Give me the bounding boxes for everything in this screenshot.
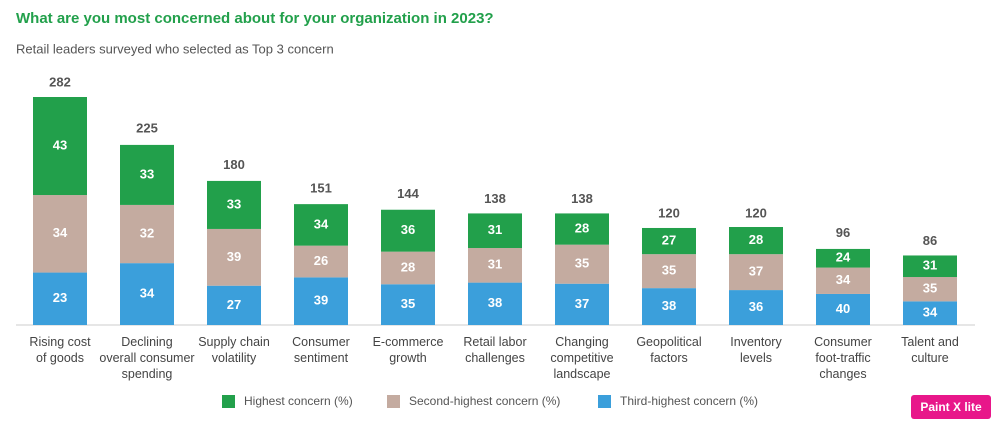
bar-segment bbox=[294, 277, 348, 325]
segment-label: 28 bbox=[749, 232, 763, 247]
bar-segment bbox=[642, 227, 696, 255]
segment-label: 28 bbox=[401, 259, 415, 274]
bar-segment bbox=[294, 245, 348, 278]
x-tick-label: Consumer foot-traffic changes bbox=[814, 335, 872, 381]
legend-label: Third-highest concern (%) bbox=[620, 394, 758, 408]
segment-label: 32 bbox=[140, 225, 154, 240]
bar-segment bbox=[294, 204, 348, 246]
bar-segment bbox=[468, 248, 522, 283]
segment-label: 27 bbox=[662, 233, 676, 248]
bar-segment bbox=[555, 244, 609, 284]
bar-segment bbox=[207, 180, 261, 229]
x-tick-label: Changing competitive landscape bbox=[550, 335, 614, 381]
segment-label: 26 bbox=[314, 253, 328, 268]
bar-segment bbox=[33, 272, 87, 325]
segment-label: 31 bbox=[488, 222, 502, 237]
total-label: 96 bbox=[836, 225, 850, 240]
segment-label: 40 bbox=[836, 301, 850, 316]
total-label: 151 bbox=[310, 180, 332, 195]
segment-label: 33 bbox=[140, 166, 154, 181]
segment-label: 39 bbox=[227, 249, 241, 264]
x-tick-label: E-commerce growth bbox=[372, 335, 444, 365]
segment-label: 31 bbox=[923, 258, 937, 273]
segment-label: 34 bbox=[140, 286, 155, 301]
x-tick-label: Talent and culture bbox=[901, 335, 959, 365]
segment-label: 35 bbox=[662, 263, 676, 278]
bar-segment bbox=[729, 254, 783, 291]
bar-segment bbox=[642, 254, 696, 289]
bar-segment bbox=[207, 228, 261, 286]
bar-segment bbox=[120, 144, 174, 205]
bar-segment bbox=[555, 213, 609, 245]
segment-label: 34 bbox=[836, 272, 851, 287]
bar-segment bbox=[642, 288, 696, 325]
bar-segment bbox=[468, 282, 522, 325]
total-label: 225 bbox=[136, 121, 158, 136]
legend-label: Second-highest concern (%) bbox=[409, 394, 560, 408]
x-tick-label: Rising cost of goods bbox=[29, 335, 91, 365]
total-label: 86 bbox=[923, 233, 937, 248]
x-tick-label: Inventory levels bbox=[730, 335, 782, 365]
bar-segment bbox=[729, 290, 783, 325]
legend-swatch bbox=[222, 395, 235, 408]
segment-label: 31 bbox=[488, 257, 502, 272]
segment-label: 43 bbox=[53, 137, 67, 152]
bar-segment bbox=[903, 277, 957, 302]
x-tick-label: Supply chain volatility bbox=[198, 335, 270, 365]
bar-segment bbox=[120, 263, 174, 325]
bar-segment bbox=[207, 285, 261, 325]
legend-swatch bbox=[387, 395, 400, 408]
total-label: 144 bbox=[397, 186, 419, 201]
segment-label: 35 bbox=[401, 296, 415, 311]
bar-segment bbox=[903, 255, 957, 278]
segment-label: 34 bbox=[314, 216, 329, 231]
segment-label: 23 bbox=[53, 290, 67, 305]
chart-title: What are you most concerned about for yo… bbox=[16, 10, 494, 27]
segment-label: 34 bbox=[923, 305, 938, 320]
segment-label: 27 bbox=[227, 297, 241, 312]
legend-swatch bbox=[598, 395, 611, 408]
total-label: 120 bbox=[745, 205, 767, 220]
total-label: 138 bbox=[571, 191, 593, 206]
bar-segment bbox=[903, 301, 957, 325]
segment-label: 36 bbox=[749, 299, 763, 314]
chart-subtitle: Retail leaders surveyed who selected as … bbox=[16, 41, 334, 56]
segment-label: 38 bbox=[662, 298, 676, 313]
x-tick-label: Retail labor challenges bbox=[463, 335, 527, 365]
segment-label: 35 bbox=[923, 281, 937, 296]
bar-segment bbox=[33, 97, 87, 196]
bar-segment bbox=[816, 293, 870, 325]
segment-label: 36 bbox=[401, 222, 415, 237]
segment-label: 39 bbox=[314, 293, 328, 308]
total-label: 282 bbox=[49, 74, 71, 89]
segment-label: 37 bbox=[575, 296, 589, 311]
bar-segment bbox=[729, 227, 783, 255]
total-label: 120 bbox=[658, 205, 680, 220]
watermark[interactable]: Paint X lite bbox=[911, 395, 991, 419]
bar-segment bbox=[33, 195, 87, 273]
legend-label: Highest concern (%) bbox=[244, 394, 353, 408]
bar-segment bbox=[555, 283, 609, 325]
segment-label: 35 bbox=[575, 256, 589, 271]
segment-label: 37 bbox=[749, 264, 763, 279]
total-label: 138 bbox=[484, 191, 506, 206]
bar-segment bbox=[381, 284, 435, 325]
bar-segment bbox=[381, 251, 435, 285]
segment-label: 24 bbox=[836, 250, 851, 265]
segment-label: 33 bbox=[227, 196, 241, 211]
bar-segment bbox=[816, 267, 870, 294]
x-tick-label: Declining overall consumer spending bbox=[99, 335, 195, 381]
x-tick-label: Geopolitical factors bbox=[636, 335, 702, 365]
bar-segment bbox=[381, 209, 435, 252]
segment-label: 28 bbox=[575, 220, 589, 235]
bar-segment bbox=[120, 204, 174, 264]
x-tick-label: Consumer sentiment bbox=[292, 335, 350, 365]
bar-segment bbox=[468, 213, 522, 249]
segment-label: 34 bbox=[53, 225, 68, 240]
segment-label: 38 bbox=[488, 295, 502, 310]
total-label: 180 bbox=[223, 157, 245, 172]
bar-segment bbox=[816, 248, 870, 268]
